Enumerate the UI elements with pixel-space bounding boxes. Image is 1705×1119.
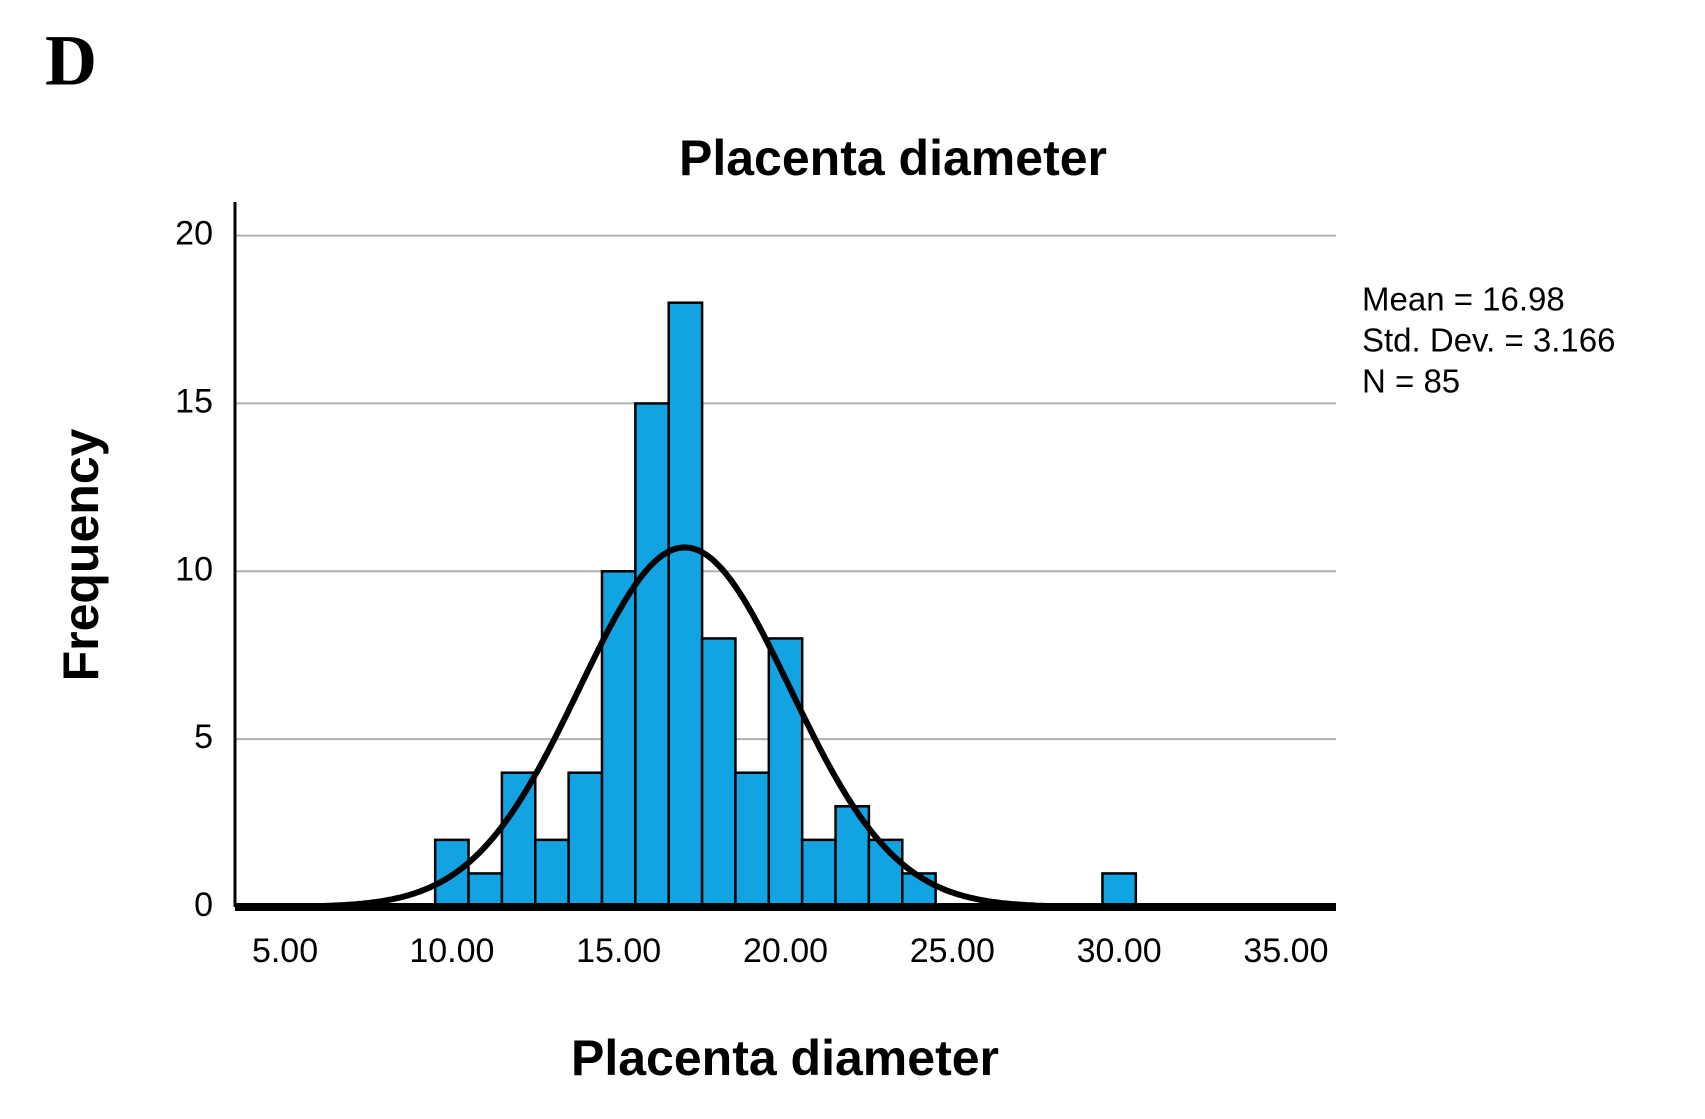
x-tick-label: 25.00 xyxy=(910,932,995,970)
bar xyxy=(734,771,771,909)
bar xyxy=(600,570,637,909)
normal-curve xyxy=(235,544,1336,910)
bar xyxy=(567,771,604,909)
y-tick-label: 10 xyxy=(175,550,213,588)
y-axis-label: Frequency xyxy=(53,428,109,681)
stat-label: Std. Dev. = 3.166 xyxy=(1362,322,1615,359)
bar xyxy=(1101,872,1138,909)
x-tick-label: 15.00 xyxy=(576,932,661,970)
bar xyxy=(500,771,537,909)
y-tick-label: 15 xyxy=(175,382,213,420)
x-tick-label: 30.00 xyxy=(1077,932,1162,970)
y-tick-label: 20 xyxy=(175,215,213,253)
x-tick-label: 35.00 xyxy=(1243,932,1328,970)
stat-label: Mean = 16.98 xyxy=(1362,281,1565,318)
bar xyxy=(800,838,837,909)
bar xyxy=(467,872,504,909)
panel-label: D xyxy=(45,21,97,101)
x-axis-label: Placenta diameter xyxy=(571,1030,999,1086)
x-tick-label: 20.00 xyxy=(743,932,828,970)
chart-title: Placenta diameter xyxy=(679,130,1107,186)
x-tick-label: 5.00 xyxy=(252,932,318,970)
y-tick-label: 0 xyxy=(194,886,213,924)
bar xyxy=(634,402,670,909)
y-tick-label: 5 xyxy=(194,718,213,756)
bar xyxy=(700,637,737,909)
bar xyxy=(667,301,704,909)
stat-label: N = 85 xyxy=(1362,363,1460,400)
x-tick-label: 10.00 xyxy=(409,932,494,970)
bar xyxy=(534,838,570,909)
